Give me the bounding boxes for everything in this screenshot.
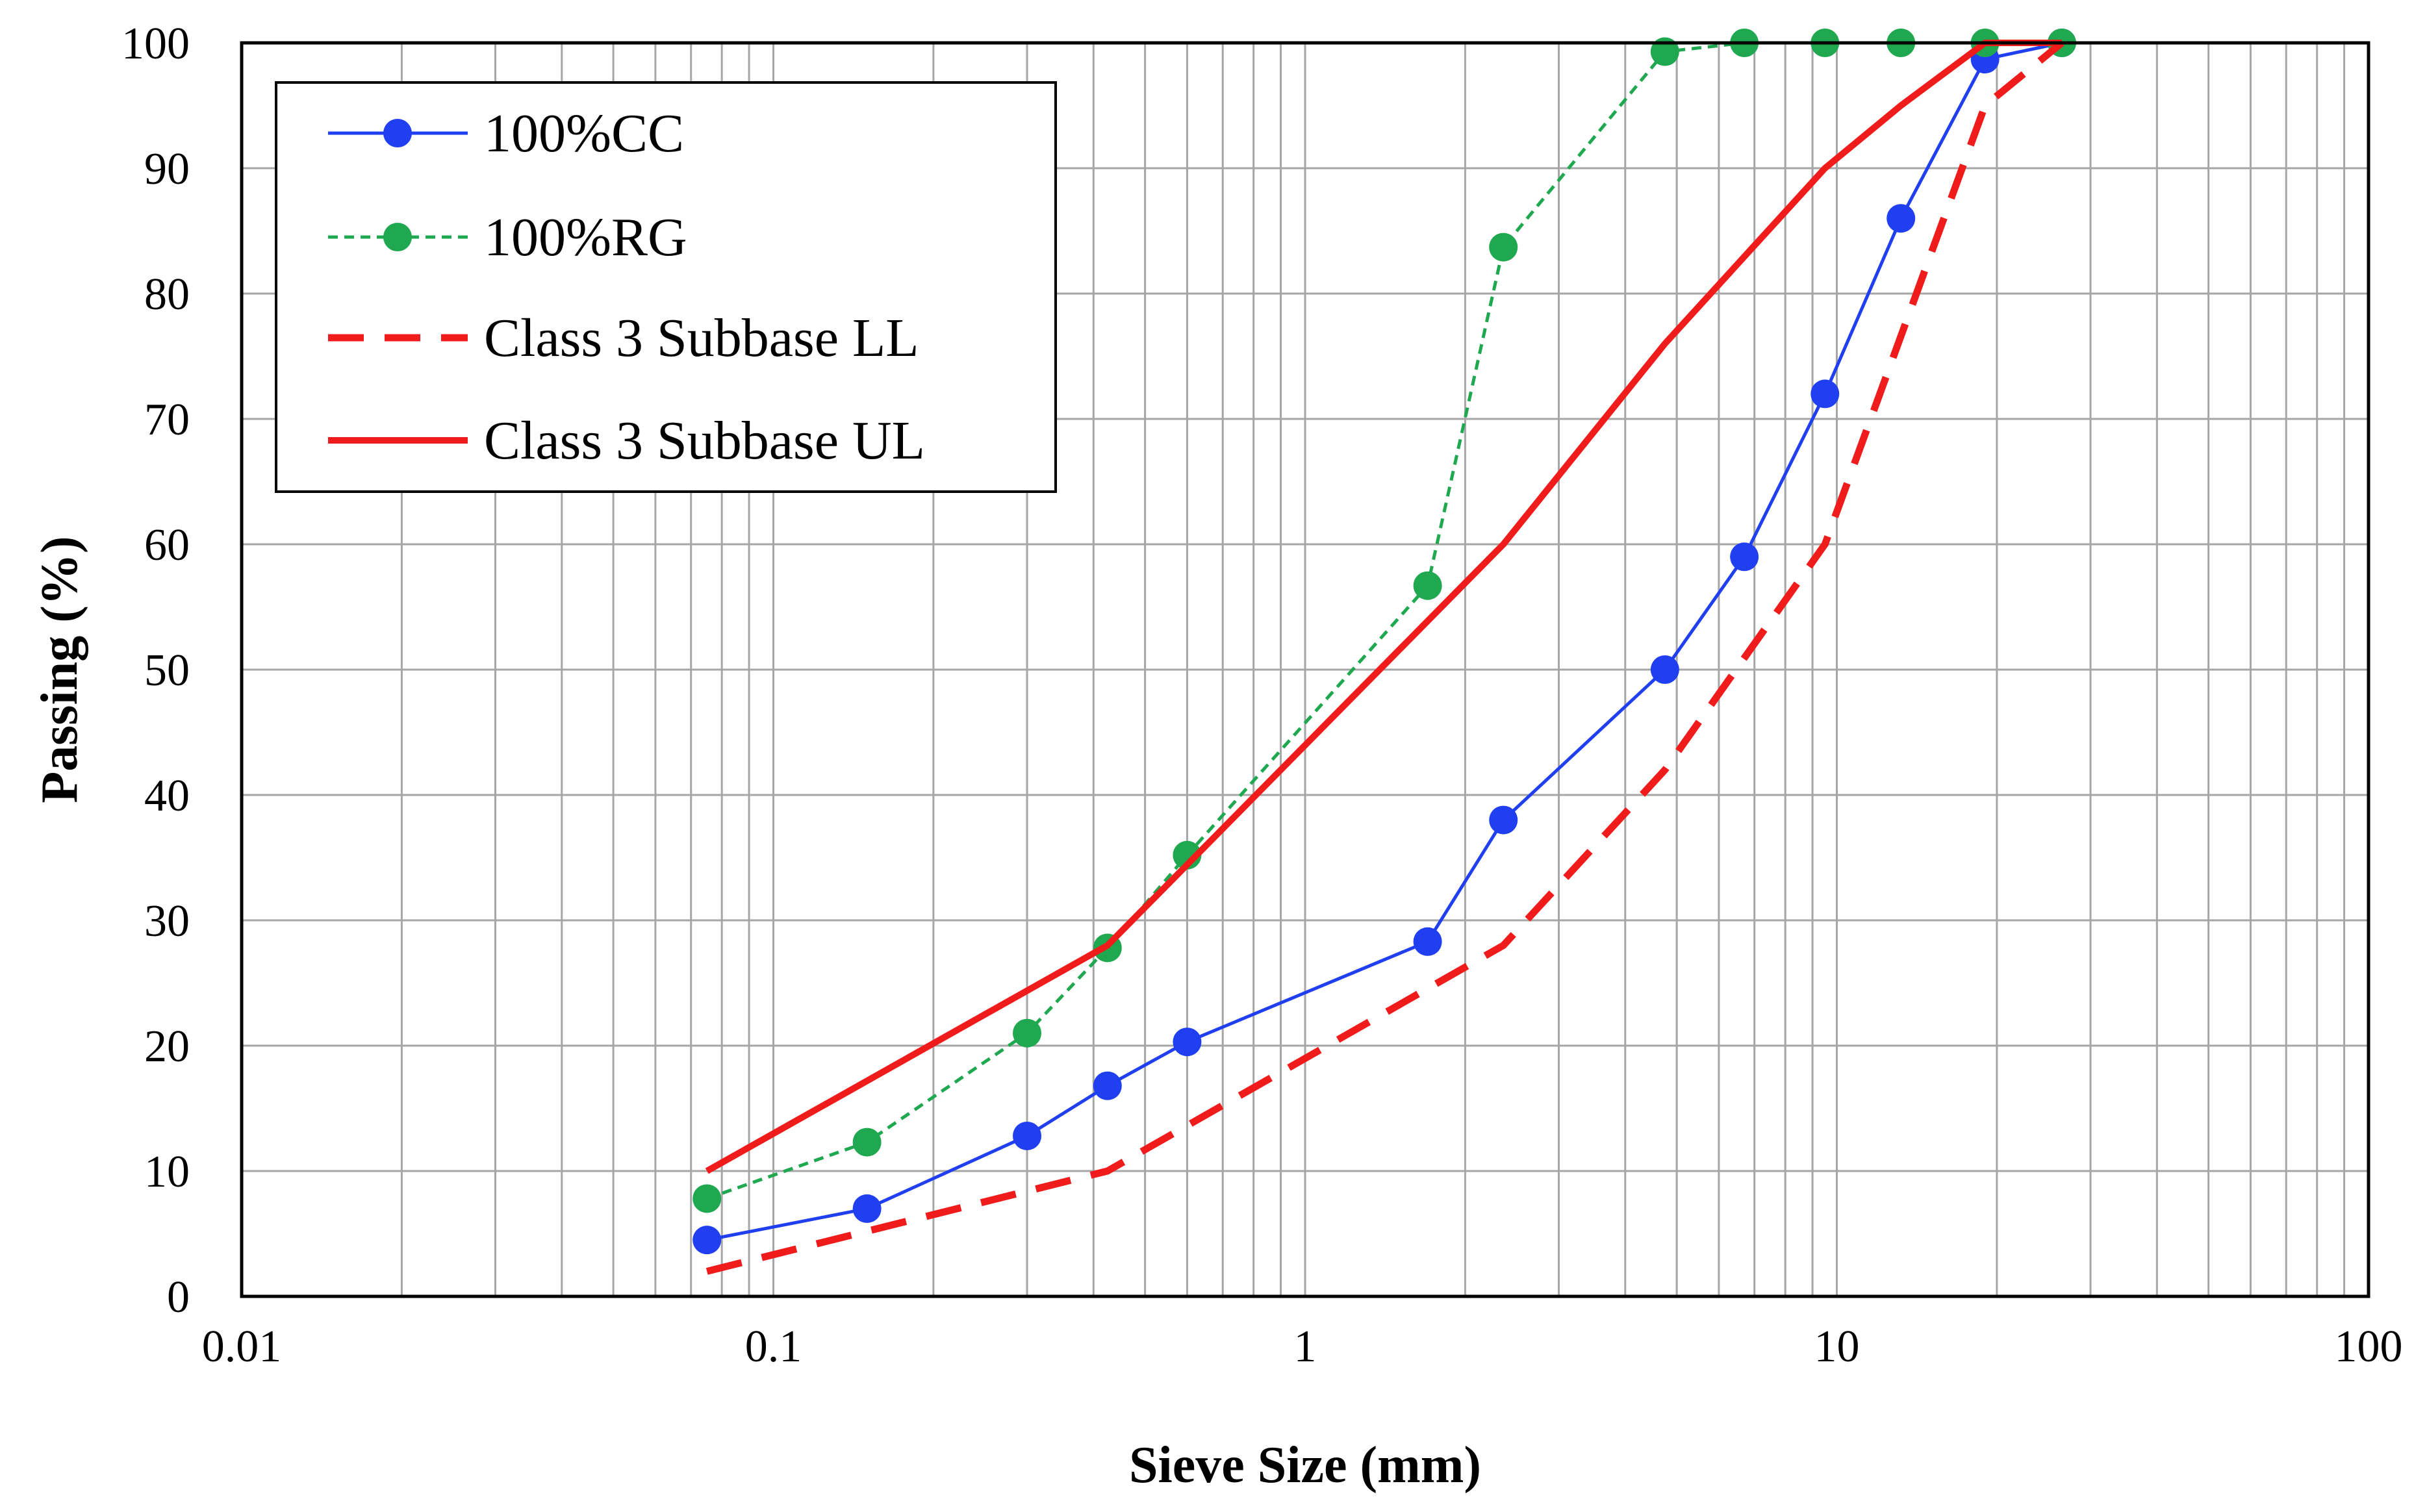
y-tick-label: 30 (144, 896, 190, 946)
y-tick-label: 20 (144, 1022, 190, 1072)
y-tick-label: 90 (144, 144, 190, 194)
data-series (693, 29, 2076, 1275)
data-point (693, 1184, 722, 1213)
legend-label: 100%CC (484, 103, 684, 164)
data-point (1413, 571, 1442, 600)
data-point (1650, 655, 1679, 684)
series-line (705, 40, 2062, 1174)
data-point (1650, 37, 1679, 66)
data-point (1887, 204, 1916, 233)
legend-box (275, 81, 1057, 493)
data-point (852, 1128, 882, 1157)
data-point (693, 1226, 722, 1255)
legend-label: Class 3 Subbase LL (484, 308, 919, 368)
data-point (1013, 1121, 1042, 1150)
x-tick-label: 0.1 (745, 1322, 802, 1372)
data-point (1489, 805, 1518, 835)
plot-area-border (240, 41, 2370, 1298)
legend-swatch-marker (383, 223, 412, 251)
x-tick-label: 10 (1814, 1322, 1860, 1372)
data-point (1093, 1071, 1122, 1100)
data-point (1730, 542, 1759, 572)
x-tick-label: 100 (2335, 1322, 2403, 1372)
y-tick-label: 0 (167, 1272, 190, 1322)
y-tick-label: 60 (144, 520, 190, 570)
x-tick-label: 0.01 (202, 1322, 282, 1372)
data-point (1811, 379, 1840, 409)
y-tick-label: 10 (144, 1147, 190, 1197)
data-point (1013, 1018, 1042, 1048)
y-tick-label: 100 (121, 19, 190, 69)
y-tick-label: 80 (144, 270, 190, 320)
legend-label: Class 3 Subbase UL (484, 410, 925, 471)
legend-label: 100%RG (484, 207, 687, 268)
y-tick-label: 40 (144, 771, 190, 821)
data-point (1173, 1027, 1202, 1057)
y-axis-title: Passing (%) (31, 536, 88, 803)
series-class-3-subbase-ul (705, 40, 2062, 1174)
data-point (1413, 927, 1442, 956)
legend: 100%CC 100%RG Class 3 Subbase LL Class 3 Su… (275, 81, 1057, 493)
data-point (1173, 840, 1202, 870)
series-class-3-subbase-ll (705, 40, 2065, 1275)
data-point (852, 1194, 882, 1223)
y-tick-label: 50 (144, 646, 190, 696)
series-100-cc (693, 29, 2076, 1255)
legend-swatch-marker (383, 119, 412, 147)
y-tick-label: 70 (144, 395, 190, 445)
tick-labels: 0.01 0.1 1 10 100 0 10 20 30 40 50 60 70 80 90 100 (121, 19, 2403, 1372)
data-point (1489, 233, 1518, 262)
series-line (705, 40, 2065, 1275)
x-tick-label: 1 (1294, 1322, 1317, 1372)
x-axis-title: Sieve Size (mm) (1129, 1437, 1481, 1494)
